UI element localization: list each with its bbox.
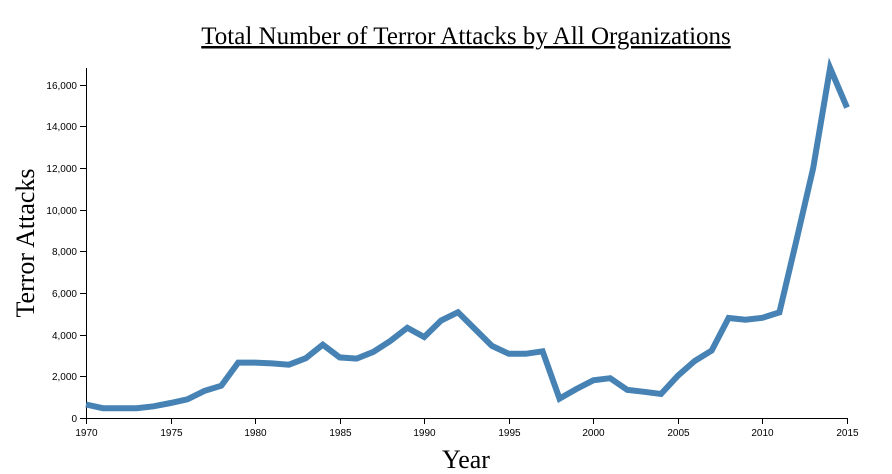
series-group (85, 57, 850, 412)
y-axis-ticks: 0 2,000 4,000 6,000 8,000 10,000 12,000 14,000 1… (46, 81, 86, 425)
y-axis: 0 2,000 4,000 6,000 8,000 10,000 12,000 14,000 1… (46, 68, 87, 425)
x-tick-label: 1990 (413, 428, 436, 439)
y-tick-label: 16,000 (46, 81, 77, 92)
y-tick-label: 10,000 (46, 206, 77, 217)
y-tick-label: 14,000 (46, 122, 77, 133)
y-tick-label: 12,000 (46, 164, 77, 175)
x-tick-label: 2015 (836, 428, 859, 439)
y-tick-label: 6,000 (52, 289, 77, 300)
series-line (85, 57, 850, 412)
x-axis-ticks: 1970 1975 1980 1985 1990 1995 2000 2005 2010 2015 (75, 418, 859, 439)
x-tick-label: 1970 (75, 428, 98, 439)
x-tick-label: 1980 (244, 428, 267, 439)
x-tick-label: 2005 (667, 428, 690, 439)
x-axis-title: Year (442, 445, 490, 474)
y-tick-label: 4,000 (52, 331, 77, 342)
x-tick-label: 2000 (582, 428, 605, 439)
x-axis: 1970 1975 1980 1985 1990 1995 2000 2005 2010 2015 (75, 418, 859, 439)
y-tick-label: 0 (71, 414, 77, 425)
y-axis-title: Terror Attacks (11, 168, 40, 317)
x-tick-label: 2010 (751, 428, 774, 439)
y-tick-label: 8,000 (52, 247, 77, 258)
chart-title: Total Number of Terror Attacks by All Or… (201, 23, 731, 50)
x-tick-label: 1985 (329, 428, 352, 439)
x-tick-label: 1975 (160, 428, 183, 439)
y-tick-label: 2,000 (52, 372, 77, 383)
x-tick-label: 1995 (498, 428, 521, 439)
